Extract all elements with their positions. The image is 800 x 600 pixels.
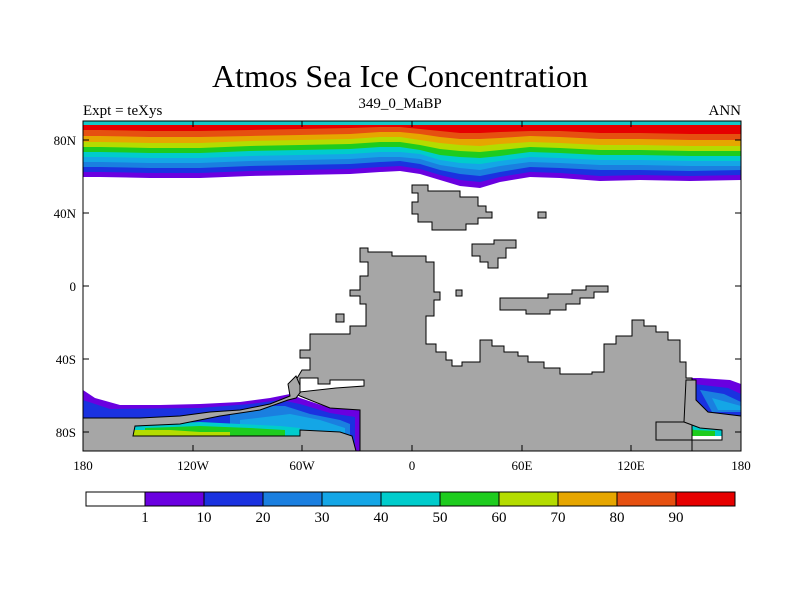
lon-tick-label: 60W <box>289 458 315 473</box>
colorbar-swatch <box>203 491 264 507</box>
colorbar-swatch <box>675 491 736 507</box>
colorbar-label: 40 <box>374 510 389 526</box>
land-west-strip <box>83 375 357 451</box>
lat-tick-label: 0 <box>70 279 77 294</box>
continent-main <box>289 247 693 451</box>
colorbar-swatch <box>498 491 559 507</box>
season-label: ANN <box>708 103 742 119</box>
lon-tick-label: 180 <box>731 458 751 473</box>
lon-tick-label: 120E <box>617 458 645 473</box>
colorbar-label: 60 <box>492 510 507 526</box>
island-sw-1 <box>335 313 345 323</box>
colorbar-label: 1 <box>141 510 149 526</box>
arctic-sea-ice <box>83 121 741 188</box>
colorbar-label: 30 <box>315 510 330 526</box>
colorbar-label: 80 <box>610 510 625 526</box>
island-small <box>537 211 547 219</box>
lon-tick-label: 0 <box>409 458 416 473</box>
lon-tick-label: 60E <box>512 458 533 473</box>
land-east-strip <box>683 379 741 451</box>
lat-axis: 80N 40N 0 40S 80S <box>54 133 741 440</box>
colorbar-swatch <box>380 491 441 507</box>
colorbar-swatch <box>439 491 500 507</box>
lon-tick-label: 180 <box>73 458 93 473</box>
colorbar-label: 10 <box>197 510 212 526</box>
colorbar-label: 90 <box>669 510 684 526</box>
colorbar: 1 10 20 30 40 50 60 70 80 90 <box>85 491 736 526</box>
map-field <box>83 121 741 451</box>
lon-axis: 180 120W 60W 0 60E 120E 180 <box>73 121 751 473</box>
colorbar-swatch <box>557 491 618 507</box>
lat-tick-label: 80S <box>56 425 76 440</box>
land-south-west <box>299 377 365 393</box>
land-masses <box>83 184 741 451</box>
experiment-label: Expt = teXys <box>83 103 163 119</box>
continent-northern <box>411 184 493 231</box>
island-chain-east <box>499 285 609 315</box>
lon-tick-label: 120W <box>177 458 210 473</box>
lat-tick-label: 40N <box>54 206 77 221</box>
colorbar-swatch <box>616 491 677 507</box>
colorbar-swatch <box>85 491 146 507</box>
island-sw-2 <box>455 289 463 297</box>
lat-tick-label: 80N <box>54 133 77 148</box>
lat-tick-label: 40S <box>56 352 76 367</box>
colorbar-label: 70 <box>551 510 566 526</box>
colorbar-swatch <box>321 491 382 507</box>
colorbar-swatch <box>144 491 205 507</box>
island-central <box>471 239 517 269</box>
colorbar-swatch <box>262 491 323 507</box>
colorbar-label: 20 <box>256 510 271 526</box>
map-title: Atmos Sea Ice Concentration <box>212 58 588 94</box>
colorbar-label: 50 <box>433 510 448 526</box>
period-label: 349_0_MaBP <box>358 96 442 112</box>
